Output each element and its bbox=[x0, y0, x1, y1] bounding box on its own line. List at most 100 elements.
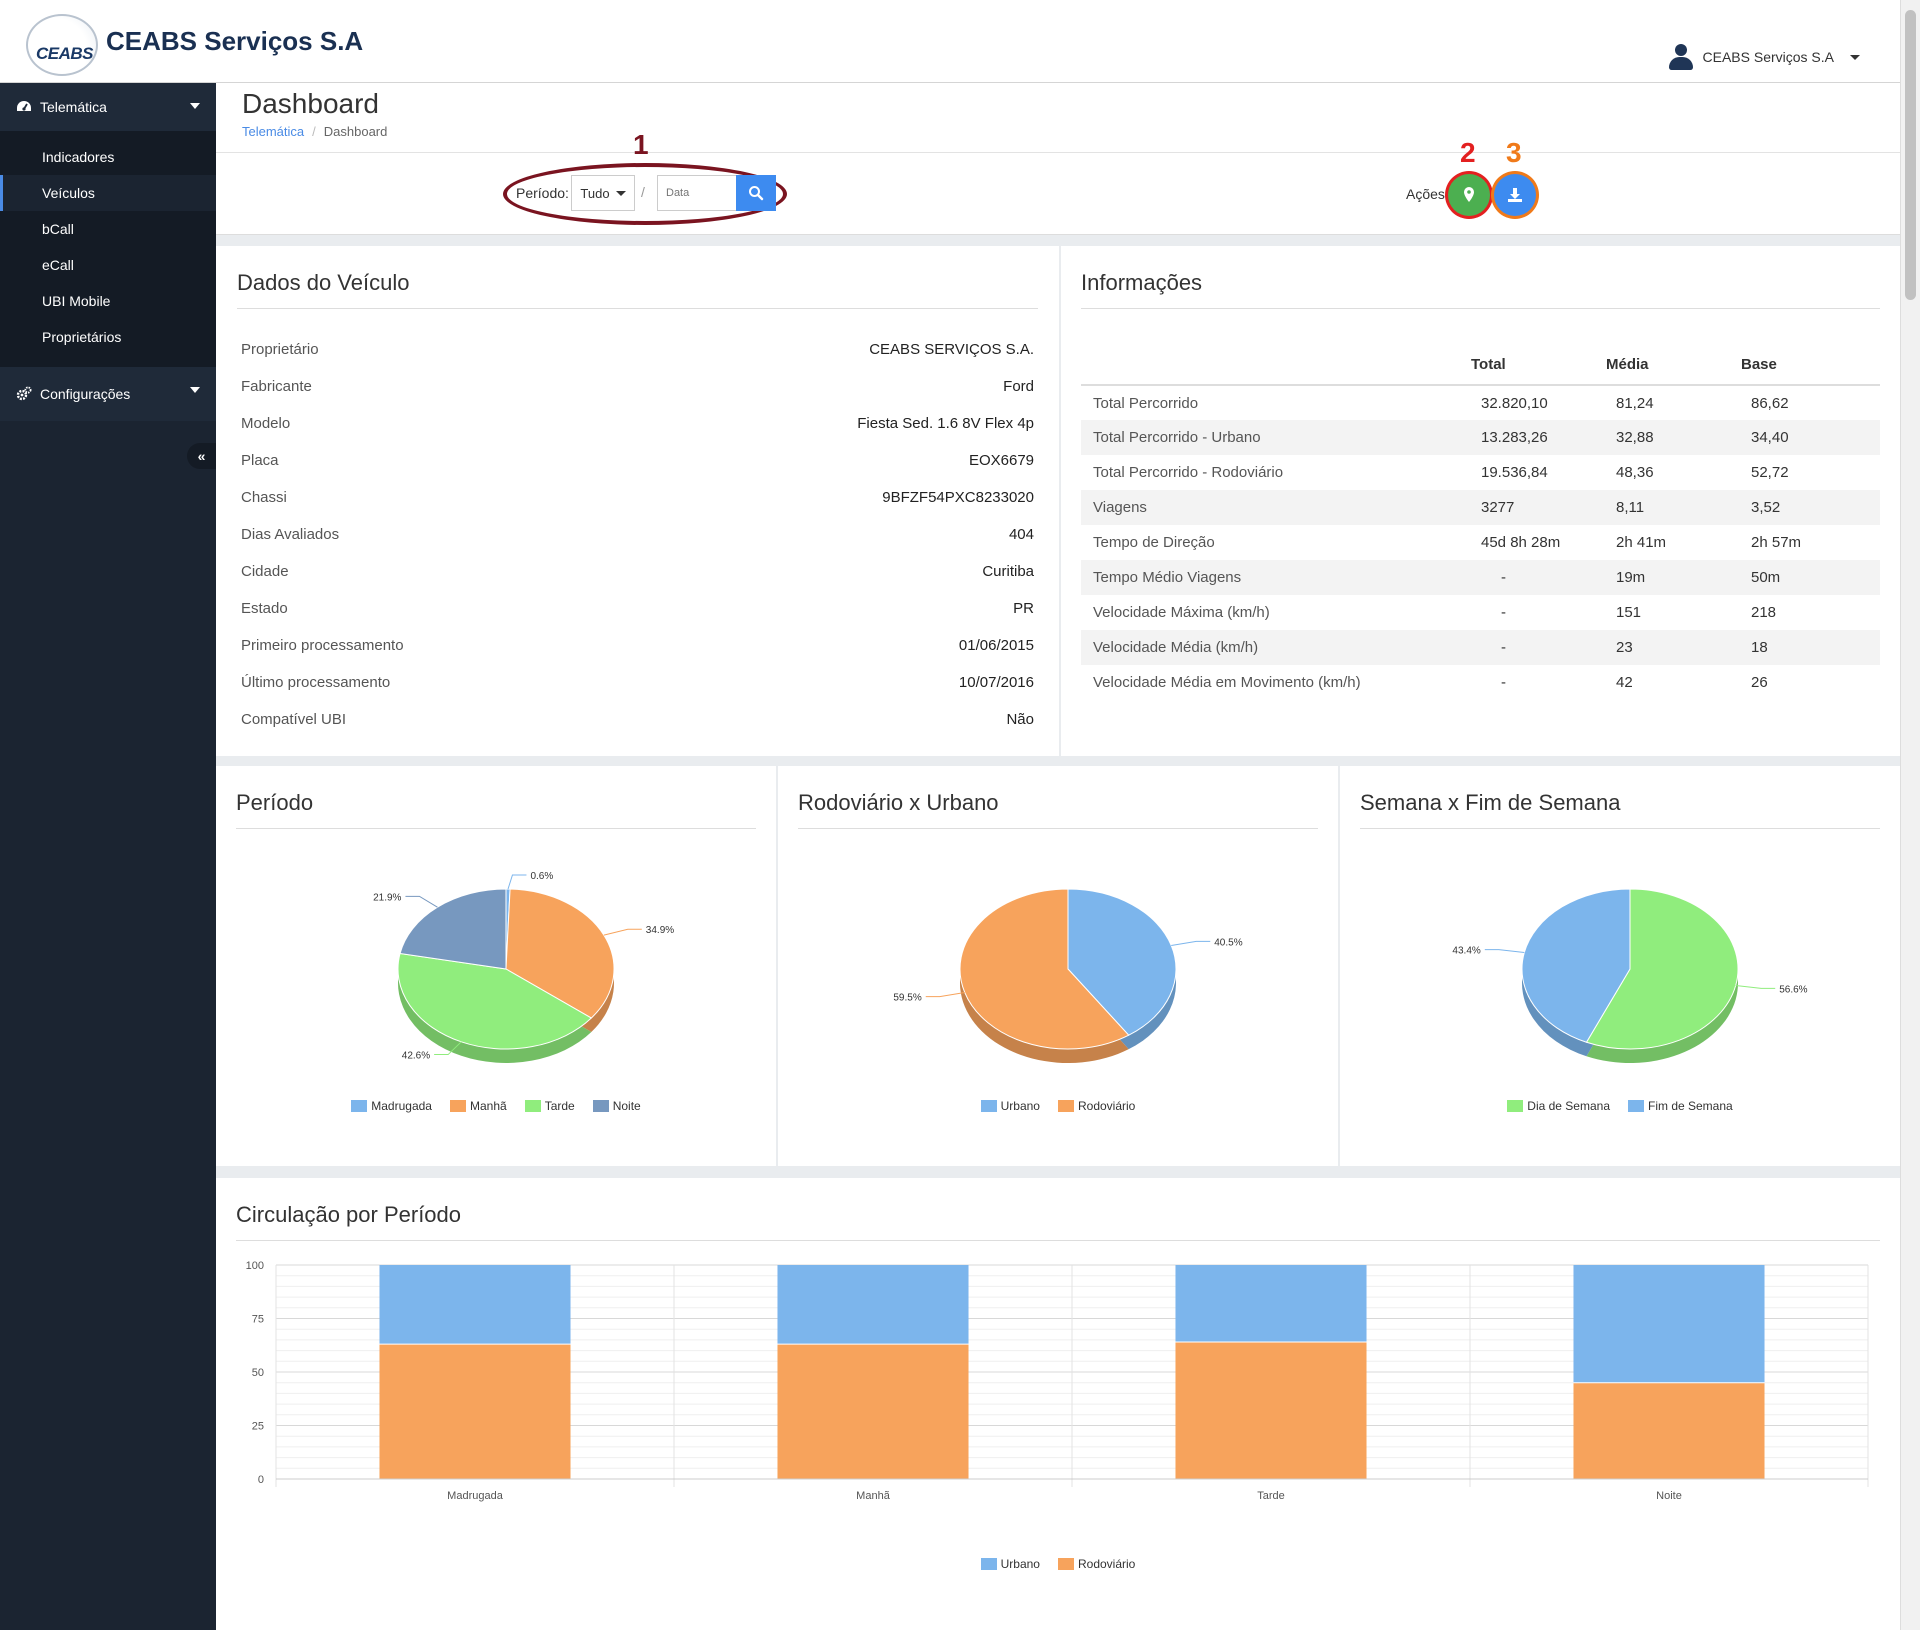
table-row: Velocidade Máxima (km/h) - 151 218 bbox=[1081, 595, 1880, 630]
panel-title: Rodoviário x Urbano bbox=[798, 790, 1318, 829]
sidebar-item-ubi-mobile[interactable]: UBI Mobile bbox=[42, 293, 111, 309]
x-tick-label: Noite bbox=[1656, 1490, 1682, 1502]
page-title: Dashboard bbox=[242, 88, 379, 119]
info-cell: 52,72 bbox=[1751, 464, 1789, 481]
pie-data-label: 56.6% bbox=[1779, 984, 1807, 995]
legend-item[interactable]: Madrugada bbox=[351, 1099, 432, 1113]
vehicle-data-label: Modelo bbox=[241, 415, 291, 432]
sidebar-item-bcall[interactable]: bCall bbox=[42, 221, 74, 237]
legend-item[interactable]: Tarde bbox=[524, 1099, 575, 1113]
sidebar-collapse-button[interactable]: « bbox=[187, 443, 216, 469]
sidebar-group-configuracoes[interactable]: Configurações bbox=[0, 367, 216, 421]
info-cell: 45d 8h 28m bbox=[1481, 534, 1561, 551]
pie-data-label: 21.9% bbox=[373, 892, 401, 903]
info-cell: - bbox=[1501, 604, 1506, 621]
annotation-number-2: 2 bbox=[1460, 137, 1476, 168]
bar-urbano[interactable] bbox=[777, 1265, 969, 1345]
y-tick-label: 25 bbox=[252, 1421, 264, 1433]
vehicle-data-row: Proprietário CEABS SERVIÇOS S.A. bbox=[237, 331, 1038, 368]
pie-slice[interactable] bbox=[1521, 888, 1631, 1043]
info-cell: - bbox=[1471, 630, 1606, 665]
scrollbar-thumb[interactable] bbox=[1905, 10, 1916, 300]
period-dropdown[interactable]: Tudo bbox=[571, 175, 635, 211]
legend-label: Manhã bbox=[469, 1099, 507, 1113]
bar-urbano[interactable] bbox=[1573, 1265, 1765, 1383]
pie-label-connector bbox=[1171, 940, 1211, 946]
vehicle-data-row: Compatível UBI Não bbox=[237, 701, 1038, 738]
user-menu[interactable]: CEABS Serviços S.A bbox=[1668, 44, 1860, 70]
vehicle-data-label: Cidade bbox=[241, 563, 289, 580]
legend-item[interactable]: Manhã bbox=[449, 1099, 507, 1113]
info-cell: 42 bbox=[1616, 674, 1633, 691]
pie-slice[interactable] bbox=[959, 888, 1130, 1050]
info-cell: 19.536,84 bbox=[1481, 464, 1548, 481]
info-cell: 26 bbox=[1751, 674, 1768, 691]
chart-legend: Urbano Rodoviário bbox=[236, 1557, 1880, 1571]
info-cell: 13.283,26 bbox=[1471, 420, 1606, 455]
panel-title: Período bbox=[236, 790, 756, 829]
legend-label: Dia de Semana bbox=[1527, 1099, 1610, 1113]
pie-chart-rodoviario-urbano: 40.5% 59.5% bbox=[893, 888, 1243, 1063]
legend-item[interactable]: Rodoviário bbox=[1057, 1099, 1135, 1113]
sidebar-item-veiculos[interactable]: Veículos bbox=[0, 175, 216, 211]
pie-label-connector bbox=[1484, 949, 1525, 954]
info-cell: 23 bbox=[1606, 630, 1741, 665]
bar-rodoviario[interactable] bbox=[1573, 1382, 1765, 1479]
vehicle-data-value: CEABS SERVIÇOS S.A. bbox=[869, 341, 1034, 358]
map-location-button[interactable] bbox=[1448, 174, 1490, 216]
legend-item[interactable]: Dia de Semana bbox=[1507, 1099, 1610, 1113]
vehicle-data-value: Ford bbox=[1003, 378, 1034, 395]
legend-item[interactable]: Fim de Semana bbox=[1628, 1099, 1733, 1113]
bar-urbano[interactable] bbox=[1175, 1265, 1367, 1343]
vehicle-data-label: Dias Avaliados bbox=[241, 526, 340, 543]
vehicle-data-row: Chassi 9BFZF54PXC8233020 bbox=[237, 479, 1038, 516]
sidebar-group-telematica[interactable]: Telemática bbox=[0, 83, 216, 131]
legend-item[interactable]: Rodoviário bbox=[1057, 1557, 1135, 1571]
info-row-label: Total Percorrido bbox=[1093, 394, 1199, 412]
vehicle-data-panel: Dados do Veículo Proprietário CEABS SERVI… bbox=[216, 246, 1059, 756]
pie-data-label: 43.4% bbox=[1452, 946, 1480, 957]
pie-slice[interactable] bbox=[1067, 888, 1177, 1036]
page-scrollbar[interactable] bbox=[1900, 0, 1920, 1630]
legend-item[interactable]: Urbano bbox=[980, 1557, 1040, 1571]
info-cell: 81,24 bbox=[1616, 394, 1654, 412]
date-input[interactable] bbox=[657, 175, 737, 211]
vehicle-data-label: Compatível UBI bbox=[241, 711, 347, 728]
brand-name[interactable]: CEABS Serviços S.A bbox=[106, 26, 364, 56]
legend-item[interactable]: Urbano bbox=[980, 1099, 1040, 1113]
legend-swatch bbox=[980, 1558, 997, 1570]
bar-rodoviario[interactable] bbox=[379, 1344, 571, 1479]
chevron-down-icon bbox=[615, 190, 626, 196]
vehicle-data-row: Cidade Curitiba bbox=[237, 553, 1038, 590]
pie-chart-periodo: 0.6% 34.9% 42.6% 21.9% bbox=[373, 871, 674, 1063]
user-icon bbox=[1668, 44, 1693, 70]
legend-item[interactable]: Noite bbox=[592, 1099, 641, 1113]
pie-slice[interactable] bbox=[1585, 888, 1739, 1050]
sidebar-item-ecall[interactable]: eCall bbox=[42, 257, 74, 273]
company-logo[interactable]: CEABS bbox=[26, 14, 98, 76]
info-row-label: Velocidade Média em Movimento (km/h) bbox=[1093, 674, 1361, 691]
legend-label: Tarde bbox=[544, 1099, 575, 1113]
info-cell: - bbox=[1471, 560, 1606, 595]
sidebar-group-label: Configurações bbox=[40, 386, 131, 402]
bar-urbano[interactable] bbox=[379, 1265, 571, 1345]
sidebar-item-proprietarios[interactable]: Proprietários bbox=[42, 329, 122, 345]
pie-data-label: 40.5% bbox=[1214, 937, 1242, 948]
sidebar-item-indicadores[interactable]: Indicadores bbox=[42, 149, 115, 165]
info-table-header: Total bbox=[1471, 345, 1606, 386]
bar-rodoviario[interactable] bbox=[777, 1344, 969, 1479]
sidebar: Telemática Indicadores Veículos bCall eC… bbox=[0, 83, 216, 1630]
info-cell: 3277 bbox=[1471, 490, 1606, 525]
logo-text: CEABS bbox=[36, 44, 94, 63]
panel-title: Semana x Fim de Semana bbox=[1360, 790, 1880, 829]
info-table-header bbox=[1081, 345, 1471, 386]
bar-rodoviario[interactable] bbox=[1175, 1342, 1367, 1479]
info-cell: 34,40 bbox=[1741, 420, 1880, 455]
download-button[interactable] bbox=[1494, 174, 1536, 216]
vehicle-data-label: Placa bbox=[241, 452, 279, 469]
search-button[interactable] bbox=[736, 175, 776, 211]
breadcrumb-link-telematica[interactable]: Telemática bbox=[242, 124, 305, 139]
user-name: CEABS Serviços S.A bbox=[1702, 49, 1835, 65]
info-row-label: Total Percorrido - Rodoviário bbox=[1093, 464, 1284, 481]
info-row-label: Tempo Médio Viagens bbox=[1081, 560, 1471, 595]
